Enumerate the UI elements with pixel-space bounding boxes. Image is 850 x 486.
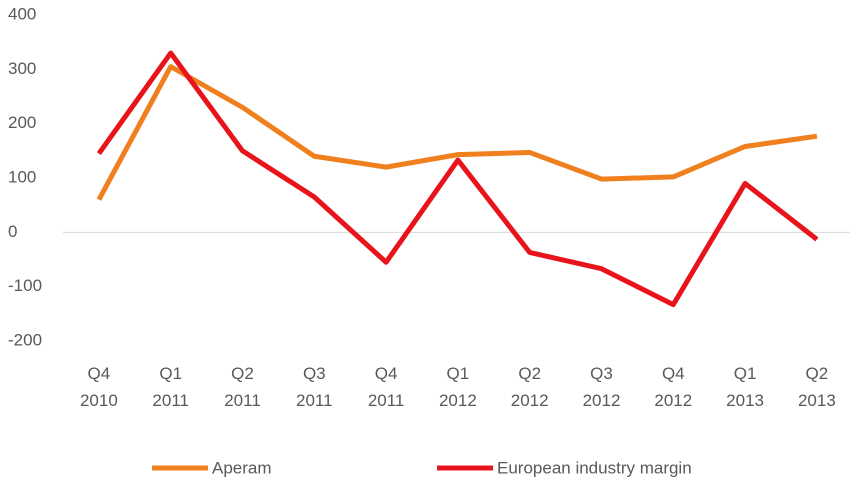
y-tick-label: 400 [8, 4, 36, 23]
y-tick-label: -100 [8, 276, 42, 295]
x-tick-label: Q1 2012 [438, 364, 477, 410]
legend-label: Aperam [212, 458, 272, 477]
x-tick-label: Q4 2011 [367, 364, 405, 410]
x-tick-label: Q2 2012 [510, 364, 549, 410]
y-tick-label: 100 [8, 167, 36, 186]
x-tick-label: Q4 2010 [79, 364, 118, 410]
y-tick-label: 200 [8, 113, 36, 132]
series-line [96, 64, 818, 201]
series-line [96, 50, 819, 308]
x-tick-label: Q3 2011 [296, 364, 333, 410]
x-tick-label: Q4 2012 [654, 364, 693, 410]
legend-label: European industry margin [497, 458, 692, 477]
x-tick-label: Q1 2013 [726, 364, 764, 410]
x-tick-label: Q2 2011 [224, 364, 261, 410]
x-tick-label: Q1 2011 [152, 364, 189, 410]
x-tick-label: Q2 2013 [797, 364, 836, 410]
x-tick-label: Q3 2012 [582, 364, 621, 410]
y-tick-label: 300 [8, 59, 36, 78]
y-tick-label: -200 [8, 330, 42, 349]
y-tick-label: 0 [8, 222, 17, 241]
